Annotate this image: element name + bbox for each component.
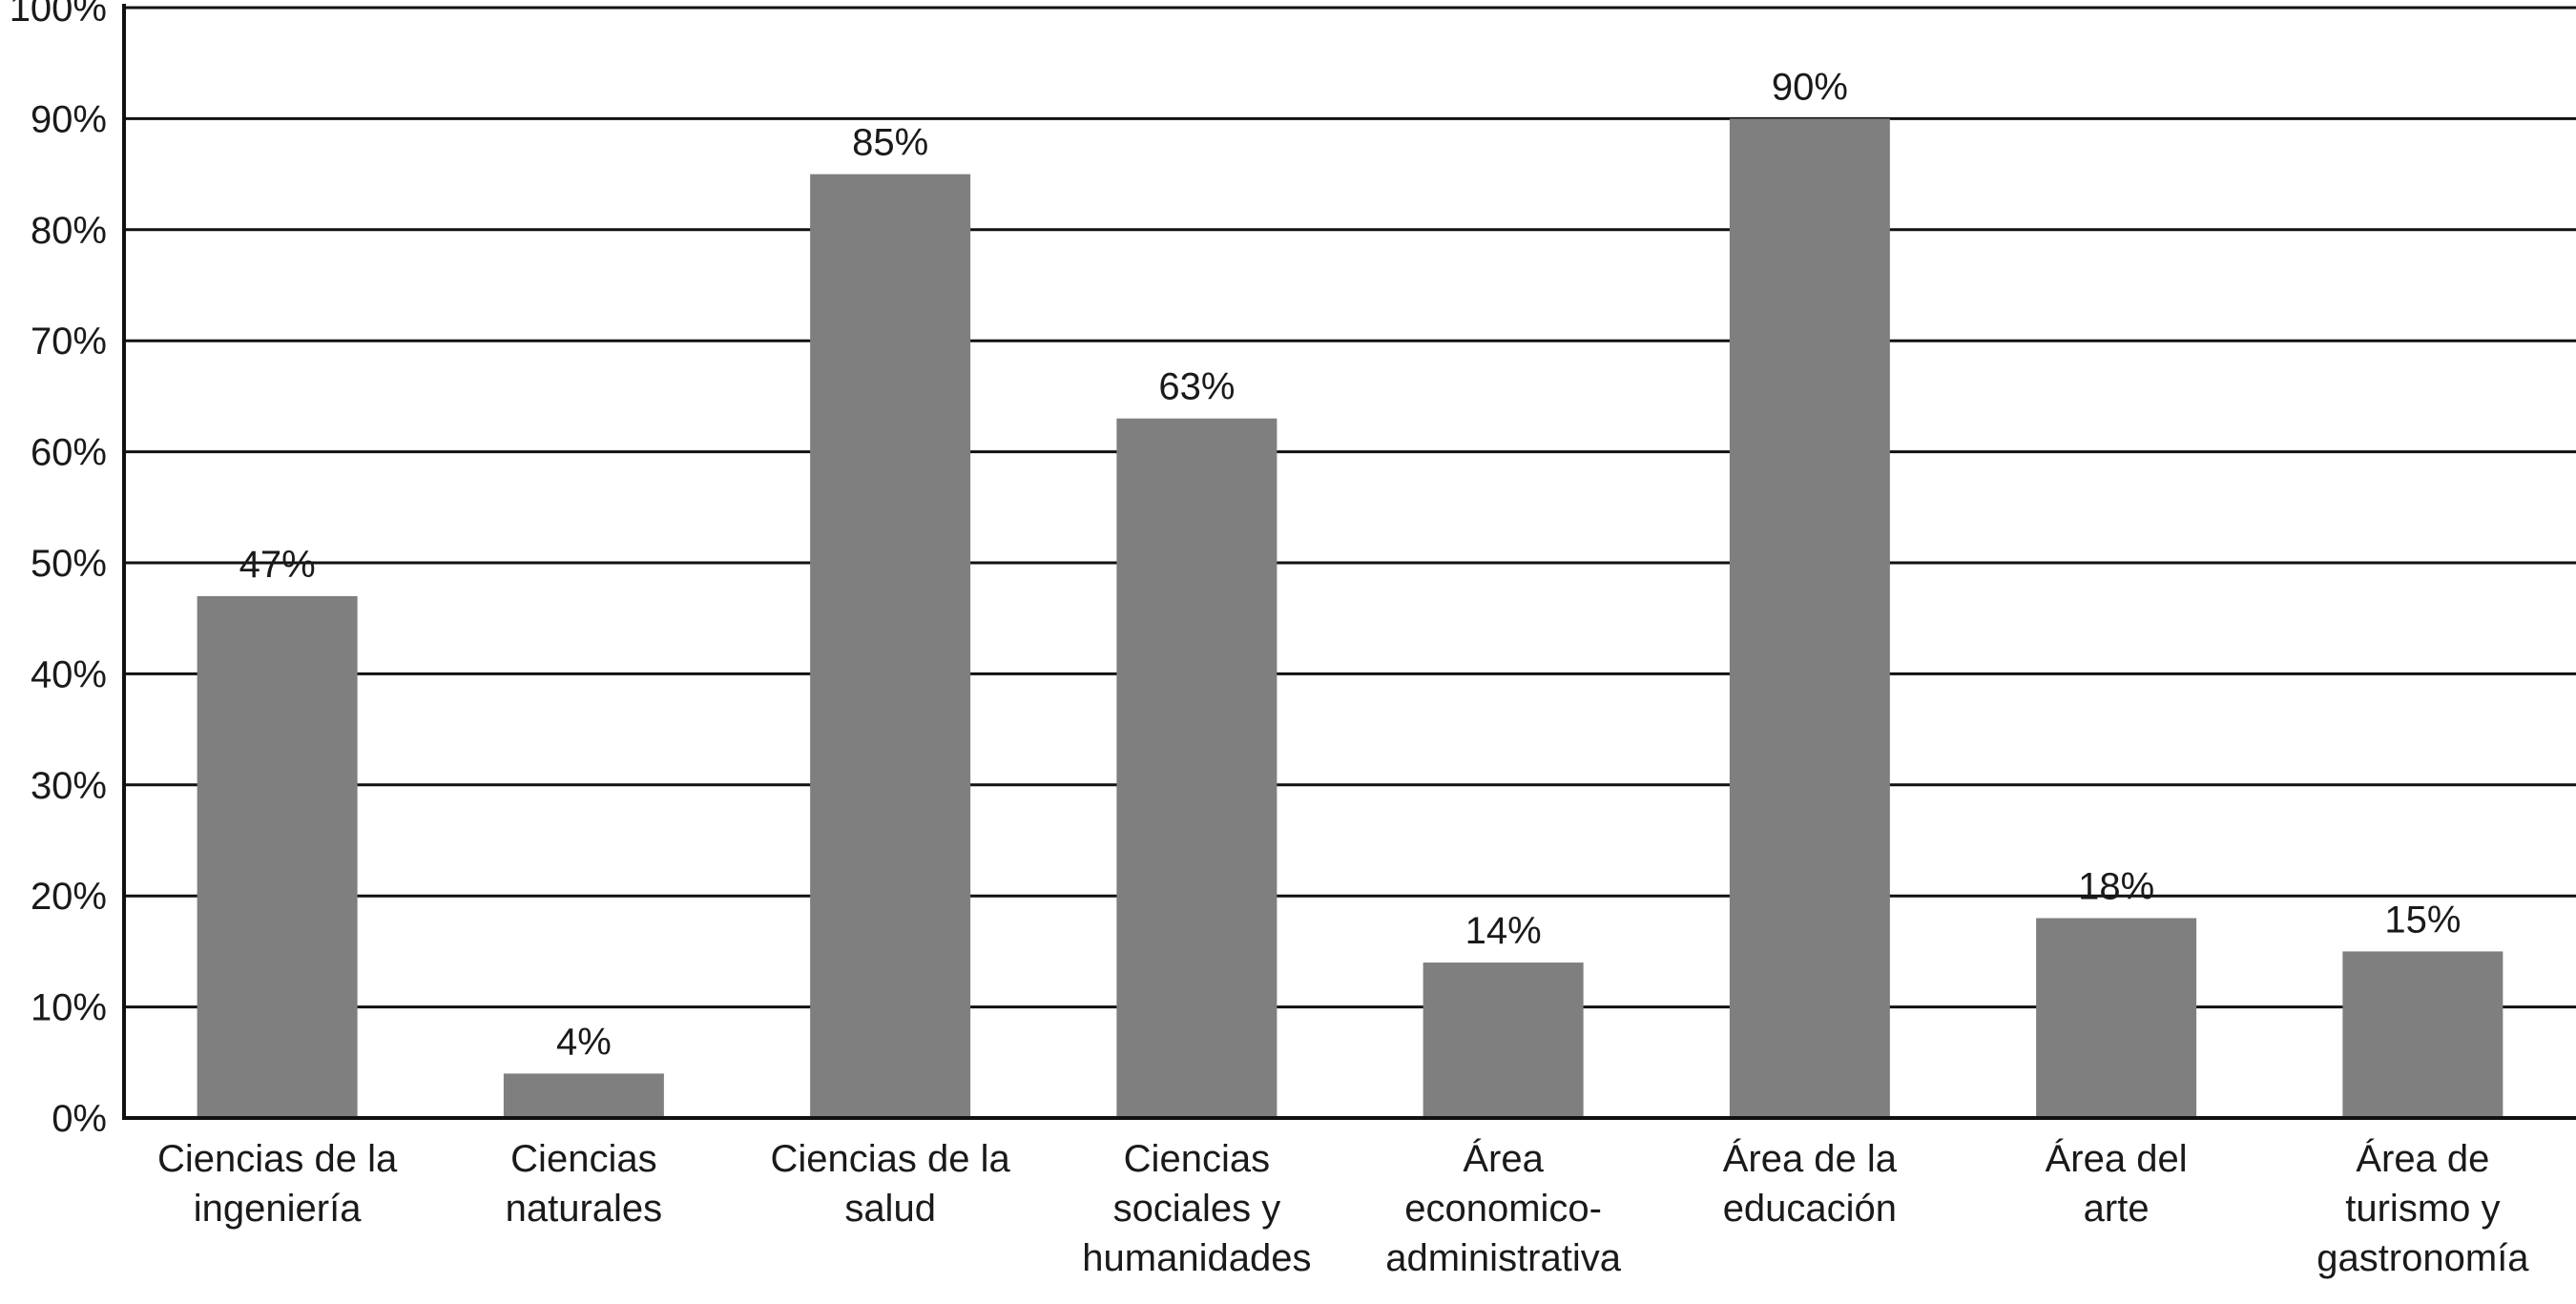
y-tick-label: 50% [31, 543, 107, 585]
data-label: 4% [556, 1021, 612, 1063]
y-tick-labels: 0% 10% 20% 30% 40% 50% 60% 70% 80% 90% 100% [10, 0, 107, 1140]
bar [810, 174, 971, 1119]
axes [122, 4, 2576, 1120]
gridlines [124, 6, 2576, 1009]
x-tick-label: Ciencias naturales [506, 1138, 663, 1230]
y-tick-label: 90% [31, 98, 107, 140]
data-label: 90% [1772, 66, 1848, 108]
bars [197, 118, 2503, 1119]
y-tick-label: 100% [10, 0, 107, 30]
data-label: 63% [1158, 366, 1235, 408]
bar [2036, 918, 2197, 1118]
bar [1423, 962, 1584, 1118]
data-label: 47% [239, 544, 316, 586]
bar [503, 1073, 664, 1118]
x-tick-label: Área del arte [2046, 1137, 2188, 1230]
y-tick-label: 0% [52, 1098, 107, 1140]
y-tick-label: 60% [31, 432, 107, 474]
x-tick-label: Área de turismo y gastronomía [2316, 1137, 2529, 1279]
y-tick-label: 10% [31, 987, 107, 1029]
bar [197, 595, 358, 1118]
data-label: 14% [1465, 910, 1542, 952]
x-tick-label: Ciencias sociales y humanidades [1082, 1138, 1311, 1279]
x-tick-label: Ciencias de la ingeniería [157, 1138, 398, 1230]
y-tick-label: 80% [31, 210, 107, 252]
y-tick-label: 40% [31, 653, 107, 695]
data-label: 18% [2078, 865, 2154, 907]
data-label: 85% [852, 122, 928, 164]
data-label: 15% [2384, 899, 2461, 941]
bar [2342, 951, 2503, 1118]
x-tick-label: Ciencias de la salud [771, 1138, 1011, 1230]
bar [1116, 418, 1278, 1118]
bar [1729, 118, 1890, 1118]
data-labels: 47% 4% 85% 63% 14% 90% 18% 15% [239, 66, 2462, 1063]
y-tick-label: 30% [31, 765, 107, 807]
x-tick-label: Área economico-administrativa [1385, 1137, 1622, 1279]
x-tick-labels: Ciencias de la ingeniería Ciencias naturale… [157, 1137, 2529, 1279]
y-tick-label: 70% [31, 321, 107, 362]
x-tick-label: Área de la educación [1723, 1137, 1898, 1230]
y-tick-label: 20% [31, 876, 107, 918]
